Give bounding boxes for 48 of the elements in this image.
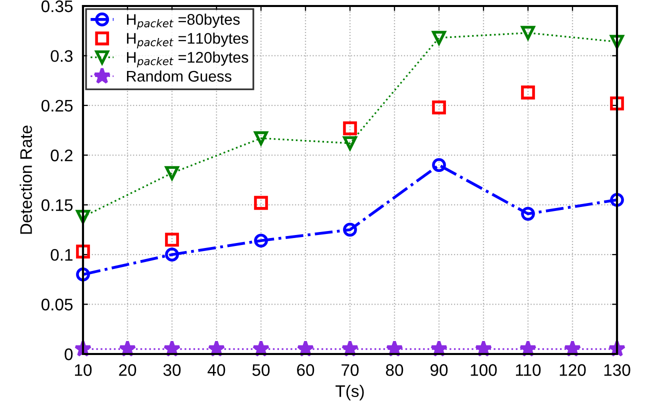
x-tick-label: 70 bbox=[342, 364, 359, 376]
x-tick-label: 50 bbox=[252, 364, 270, 376]
point bbox=[610, 34, 624, 49]
x-tick-label: 90 bbox=[430, 364, 448, 376]
x-tick-label: 80 bbox=[386, 364, 404, 376]
point bbox=[432, 158, 446, 172]
x-tick-label: 40 bbox=[208, 364, 226, 376]
y-tick-label: 0.05 bbox=[41, 298, 73, 310]
point bbox=[165, 248, 179, 262]
point bbox=[343, 222, 357, 237]
point bbox=[610, 192, 624, 207]
point bbox=[521, 206, 535, 221]
legend-label: H$_{packet}$ =80bytes bbox=[127, 14, 240, 30]
x-tick-label: 10 bbox=[75, 364, 92, 376]
point bbox=[521, 26, 535, 40]
x-tick-label: 20 bbox=[119, 364, 136, 376]
point bbox=[76, 210, 90, 224]
point bbox=[610, 96, 624, 110]
legend-label: H$_{packet}$ =110bytes bbox=[127, 32, 248, 48]
x-tick-label: 100 bbox=[470, 364, 497, 376]
point bbox=[343, 121, 357, 136]
x-tick-label: 30 bbox=[163, 364, 181, 376]
point bbox=[76, 268, 90, 282]
point bbox=[521, 86, 535, 100]
legend-label: H$_{packet}$ =120bytes bbox=[127, 52, 248, 68]
x-tick-label: 120 bbox=[560, 364, 586, 376]
x-axis-title: T(s) bbox=[336, 384, 364, 400]
point bbox=[432, 30, 446, 45]
x-tick-label: 110 bbox=[516, 364, 541, 376]
point bbox=[165, 166, 179, 180]
x-tick-label: 60 bbox=[297, 364, 314, 376]
x-tick-label: 130 bbox=[604, 364, 630, 376]
y-tick-label: 0.25 bbox=[41, 100, 73, 112]
y-tick-label: 0.2 bbox=[50, 150, 72, 162]
y-tick-label: 0.3 bbox=[50, 50, 73, 62]
point bbox=[76, 244, 90, 259]
point bbox=[165, 232, 179, 247]
y-tick-label: 0.15 bbox=[41, 199, 73, 212]
y-tick-label: 0.35 bbox=[41, 0, 73, 12]
point bbox=[254, 131, 268, 146]
point bbox=[343, 136, 357, 150]
y-tick-label: 0 bbox=[64, 348, 73, 360]
legend-label: Random Guess bbox=[127, 70, 232, 82]
point bbox=[432, 100, 446, 114]
y-tick-label: 0.1 bbox=[50, 248, 72, 261]
point bbox=[254, 196, 268, 210]
point bbox=[254, 234, 268, 248]
y-axis-title: Detection Rate bbox=[20, 126, 32, 234]
